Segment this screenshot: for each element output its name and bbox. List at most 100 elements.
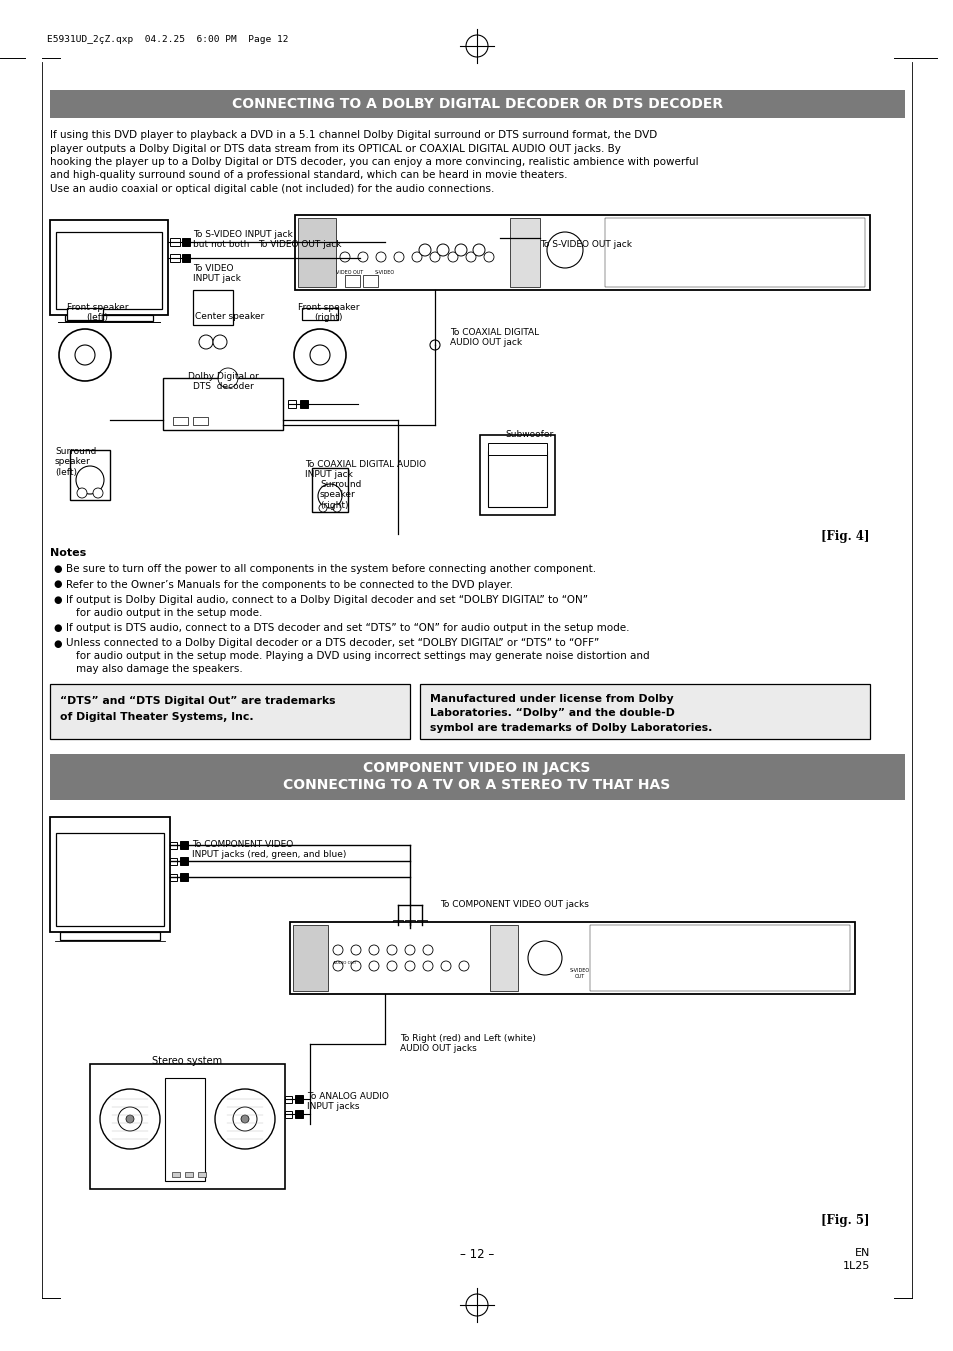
Text: CONNECTING TO A TV OR A STEREO TV THAT HAS: CONNECTING TO A TV OR A STEREO TV THAT H…: [283, 778, 670, 792]
Circle shape: [218, 367, 237, 388]
Bar: [50, 754, 904, 800]
Bar: [170, 238, 180, 246]
Bar: [182, 254, 190, 262]
Circle shape: [126, 1115, 133, 1123]
Circle shape: [214, 1089, 274, 1148]
Text: Unless connected to a Dolby Digital decoder or a DTS decoder, set “DOLBY DIGITAL: Unless connected to a Dolby Digital deco…: [66, 639, 598, 648]
Text: but not both: but not both: [193, 240, 249, 249]
Text: AUDIO OUT: AUDIO OUT: [333, 961, 356, 965]
Bar: [182, 238, 190, 246]
Bar: [90, 1065, 285, 1189]
Bar: [294, 215, 869, 290]
Bar: [345, 276, 359, 286]
Bar: [302, 308, 337, 320]
Bar: [172, 417, 188, 426]
Text: ●: ●: [53, 623, 61, 634]
Text: Manufactured under license from Dolby: Manufactured under license from Dolby: [430, 694, 673, 704]
Bar: [165, 1078, 205, 1181]
Circle shape: [465, 253, 476, 262]
Bar: [50, 817, 170, 932]
Text: COMPONENT VIDEO IN JACKS: COMPONENT VIDEO IN JACKS: [363, 761, 590, 775]
Text: If output is Dolby Digital audio, connect to a Dolby Digital decoder and set “DO: If output is Dolby Digital audio, connec…: [66, 594, 587, 605]
Circle shape: [430, 340, 439, 350]
Bar: [589, 925, 849, 992]
Bar: [180, 857, 188, 865]
Bar: [70, 450, 110, 500]
Circle shape: [436, 245, 449, 255]
Circle shape: [369, 944, 378, 955]
Text: Stereo system: Stereo system: [152, 1056, 222, 1066]
Circle shape: [458, 961, 469, 971]
Bar: [293, 925, 328, 992]
Text: S-VIDEO
OUT: S-VIDEO OUT: [569, 969, 590, 979]
Bar: [170, 858, 177, 865]
Bar: [299, 400, 308, 408]
Circle shape: [351, 961, 360, 971]
Bar: [198, 1173, 206, 1177]
Circle shape: [369, 961, 378, 971]
Circle shape: [333, 944, 343, 955]
Bar: [363, 276, 377, 286]
Text: ●: ●: [53, 563, 61, 574]
Bar: [50, 91, 904, 118]
Circle shape: [357, 253, 368, 262]
Bar: [50, 220, 168, 315]
Circle shape: [213, 335, 227, 349]
Text: Be sure to turn off the power to all components in the system before connecting : Be sure to turn off the power to all com…: [66, 563, 596, 574]
Text: E5931UD_2çZ.qxp  04.2.25  6:00 PM  Page 12: E5931UD_2çZ.qxp 04.2.25 6:00 PM Page 12: [47, 35, 288, 45]
Bar: [488, 451, 546, 507]
Bar: [193, 417, 208, 426]
Text: To S-VIDEO OUT jack: To S-VIDEO OUT jack: [539, 240, 631, 249]
Bar: [56, 232, 162, 309]
Text: ●: ●: [53, 639, 61, 648]
Circle shape: [405, 944, 415, 955]
Circle shape: [75, 345, 95, 365]
Circle shape: [294, 330, 346, 381]
Circle shape: [317, 484, 341, 508]
Circle shape: [473, 245, 484, 255]
Circle shape: [59, 330, 111, 381]
Circle shape: [339, 253, 350, 262]
Circle shape: [76, 466, 104, 494]
Circle shape: [233, 1106, 256, 1131]
Bar: [56, 834, 164, 925]
Text: Surround
speaker
(right): Surround speaker (right): [319, 480, 361, 509]
Bar: [294, 1096, 303, 1102]
Bar: [479, 435, 555, 515]
Text: S-VIDEO: S-VIDEO: [375, 270, 395, 276]
Bar: [50, 684, 410, 739]
Circle shape: [418, 245, 431, 255]
Bar: [604, 218, 864, 286]
Text: hooking the player up to a Dolby Digital or DTS decoder, you can enjoy a more co: hooking the player up to a Dolby Digital…: [50, 157, 698, 168]
Bar: [170, 874, 177, 881]
Bar: [285, 1111, 292, 1117]
Text: To Right (red) and Left (white)
AUDIO OUT jacks: To Right (red) and Left (white) AUDIO OU…: [399, 1034, 536, 1054]
Bar: [416, 920, 427, 928]
Bar: [180, 842, 188, 848]
Circle shape: [333, 961, 343, 971]
Bar: [65, 315, 152, 322]
Circle shape: [333, 504, 340, 512]
Bar: [67, 308, 103, 320]
Circle shape: [455, 245, 467, 255]
Circle shape: [199, 335, 213, 349]
Text: Dolby Digital or
DTS  decoder: Dolby Digital or DTS decoder: [188, 372, 258, 392]
Text: and high-quality surround sound of a professional standard, which can be heard i: and high-quality surround sound of a pro…: [50, 170, 567, 181]
Bar: [172, 1173, 180, 1177]
Circle shape: [92, 488, 103, 499]
Text: Front speaker
(right): Front speaker (right): [297, 303, 359, 323]
Circle shape: [483, 253, 494, 262]
Text: [Fig. 4]: [Fig. 4]: [821, 530, 869, 543]
Circle shape: [412, 253, 421, 262]
Bar: [490, 925, 517, 992]
Circle shape: [422, 961, 433, 971]
Bar: [290, 921, 854, 994]
Text: Surround
speaker
(left): Surround speaker (left): [55, 447, 96, 477]
Text: Front speaker
(left): Front speaker (left): [67, 303, 129, 323]
Circle shape: [430, 253, 439, 262]
Bar: [297, 218, 335, 286]
Bar: [312, 467, 348, 512]
Bar: [393, 920, 402, 928]
Text: To VIDEO
INPUT jack: To VIDEO INPUT jack: [193, 263, 240, 284]
Circle shape: [241, 1115, 249, 1123]
